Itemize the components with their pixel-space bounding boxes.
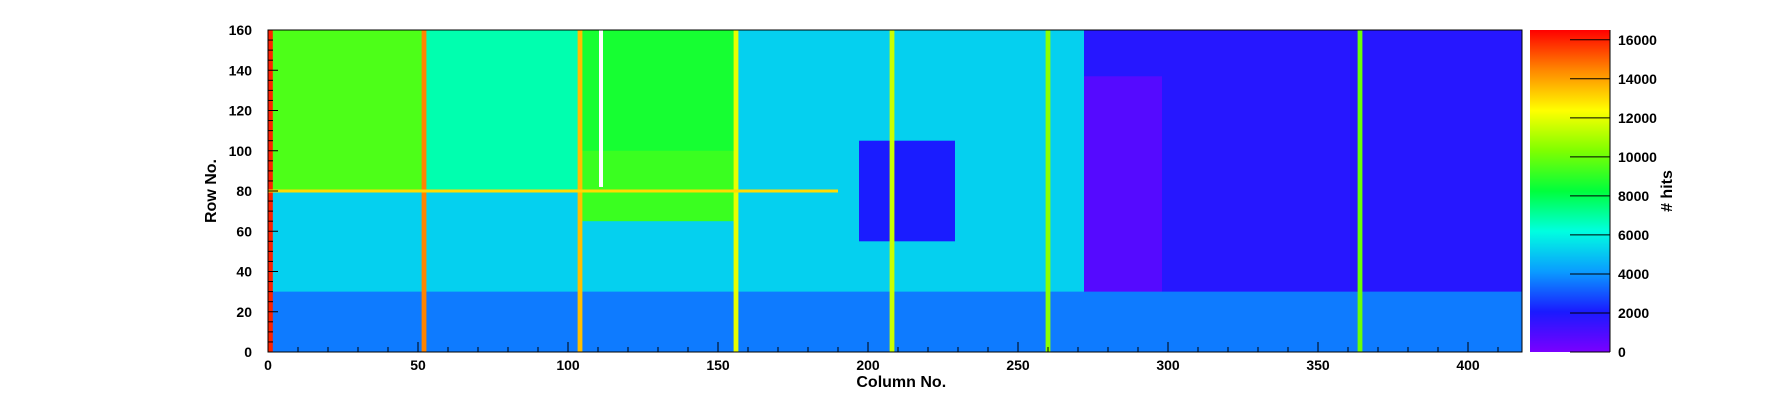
x-tick-label: 350	[1306, 357, 1330, 373]
colorbar-tick-label: 10000	[1618, 149, 1657, 165]
y-axis: 0 20 40 60 80 100 120 140 160	[229, 22, 278, 360]
x-tick-label: 0	[264, 357, 272, 373]
hot-column-4	[889, 30, 895, 352]
colorbar: 0 2000 4000 6000 8000 10000 12000 14000 16000 # …	[1530, 30, 1676, 360]
heatmap-region-core-block	[859, 140, 955, 242]
y-tick-label: 100	[229, 143, 253, 159]
colorbar-tick-label: 0	[1618, 344, 1626, 360]
hot-column-6	[1357, 30, 1363, 352]
heatmap-region-logo-area	[580, 150, 736, 222]
colorbar-tick-label: 6000	[1618, 227, 1649, 243]
x-tick-label: 200	[856, 357, 880, 373]
x-tick-label: 400	[1456, 357, 1480, 373]
colorbar-tick-label: 2000	[1618, 305, 1649, 321]
y-axis-title: Row No.	[203, 159, 220, 223]
colorbar-tick-label: 14000	[1618, 71, 1657, 87]
colorbar-title: # hits	[1659, 170, 1676, 212]
colorbar-ticks: 0 2000 4000 6000 8000 10000 12000 14000 16000	[1570, 30, 1657, 360]
y-tick-label: 20	[236, 304, 252, 320]
heatmap-region-bottom-band	[268, 291, 1522, 352]
colorbar-tick-label: 16000	[1618, 32, 1657, 48]
x-tick-label: 50	[410, 357, 426, 373]
hot-column-5	[1045, 30, 1051, 352]
y-tick-label: 0	[244, 344, 252, 360]
colorbar-tick-label: 4000	[1618, 266, 1649, 282]
y-tick-label: 60	[236, 223, 252, 239]
colorbar-tick-label: 12000	[1618, 110, 1657, 126]
colorbar-tick-label: 8000	[1618, 188, 1649, 204]
x-tick-label: 150	[706, 357, 730, 373]
y-tick-label: 140	[229, 62, 253, 78]
y-tick-label: 40	[236, 264, 252, 280]
heatmap-region-left-block	[268, 30, 424, 191]
y-tick-label: 160	[229, 22, 253, 38]
y-tick-label: 120	[229, 103, 253, 119]
colorbar-gradient	[1530, 30, 1610, 352]
y-tick-label: 80	[236, 183, 252, 199]
x-tick-label: 300	[1156, 357, 1180, 373]
x-axis: 0 50 100 150 200 250 300 350 400	[264, 342, 1522, 373]
heatmap-region-periphery-block	[1084, 76, 1162, 322]
dead-column-0	[599, 30, 603, 187]
x-tick-label: 250	[1006, 357, 1030, 373]
x-axis-title: Column No.	[856, 374, 946, 391]
hot-row-0	[268, 189, 838, 193]
plot-area	[268, 30, 1522, 352]
heatmap-region-center-left-block	[424, 30, 580, 191]
x-tick-label: 100	[556, 357, 580, 373]
